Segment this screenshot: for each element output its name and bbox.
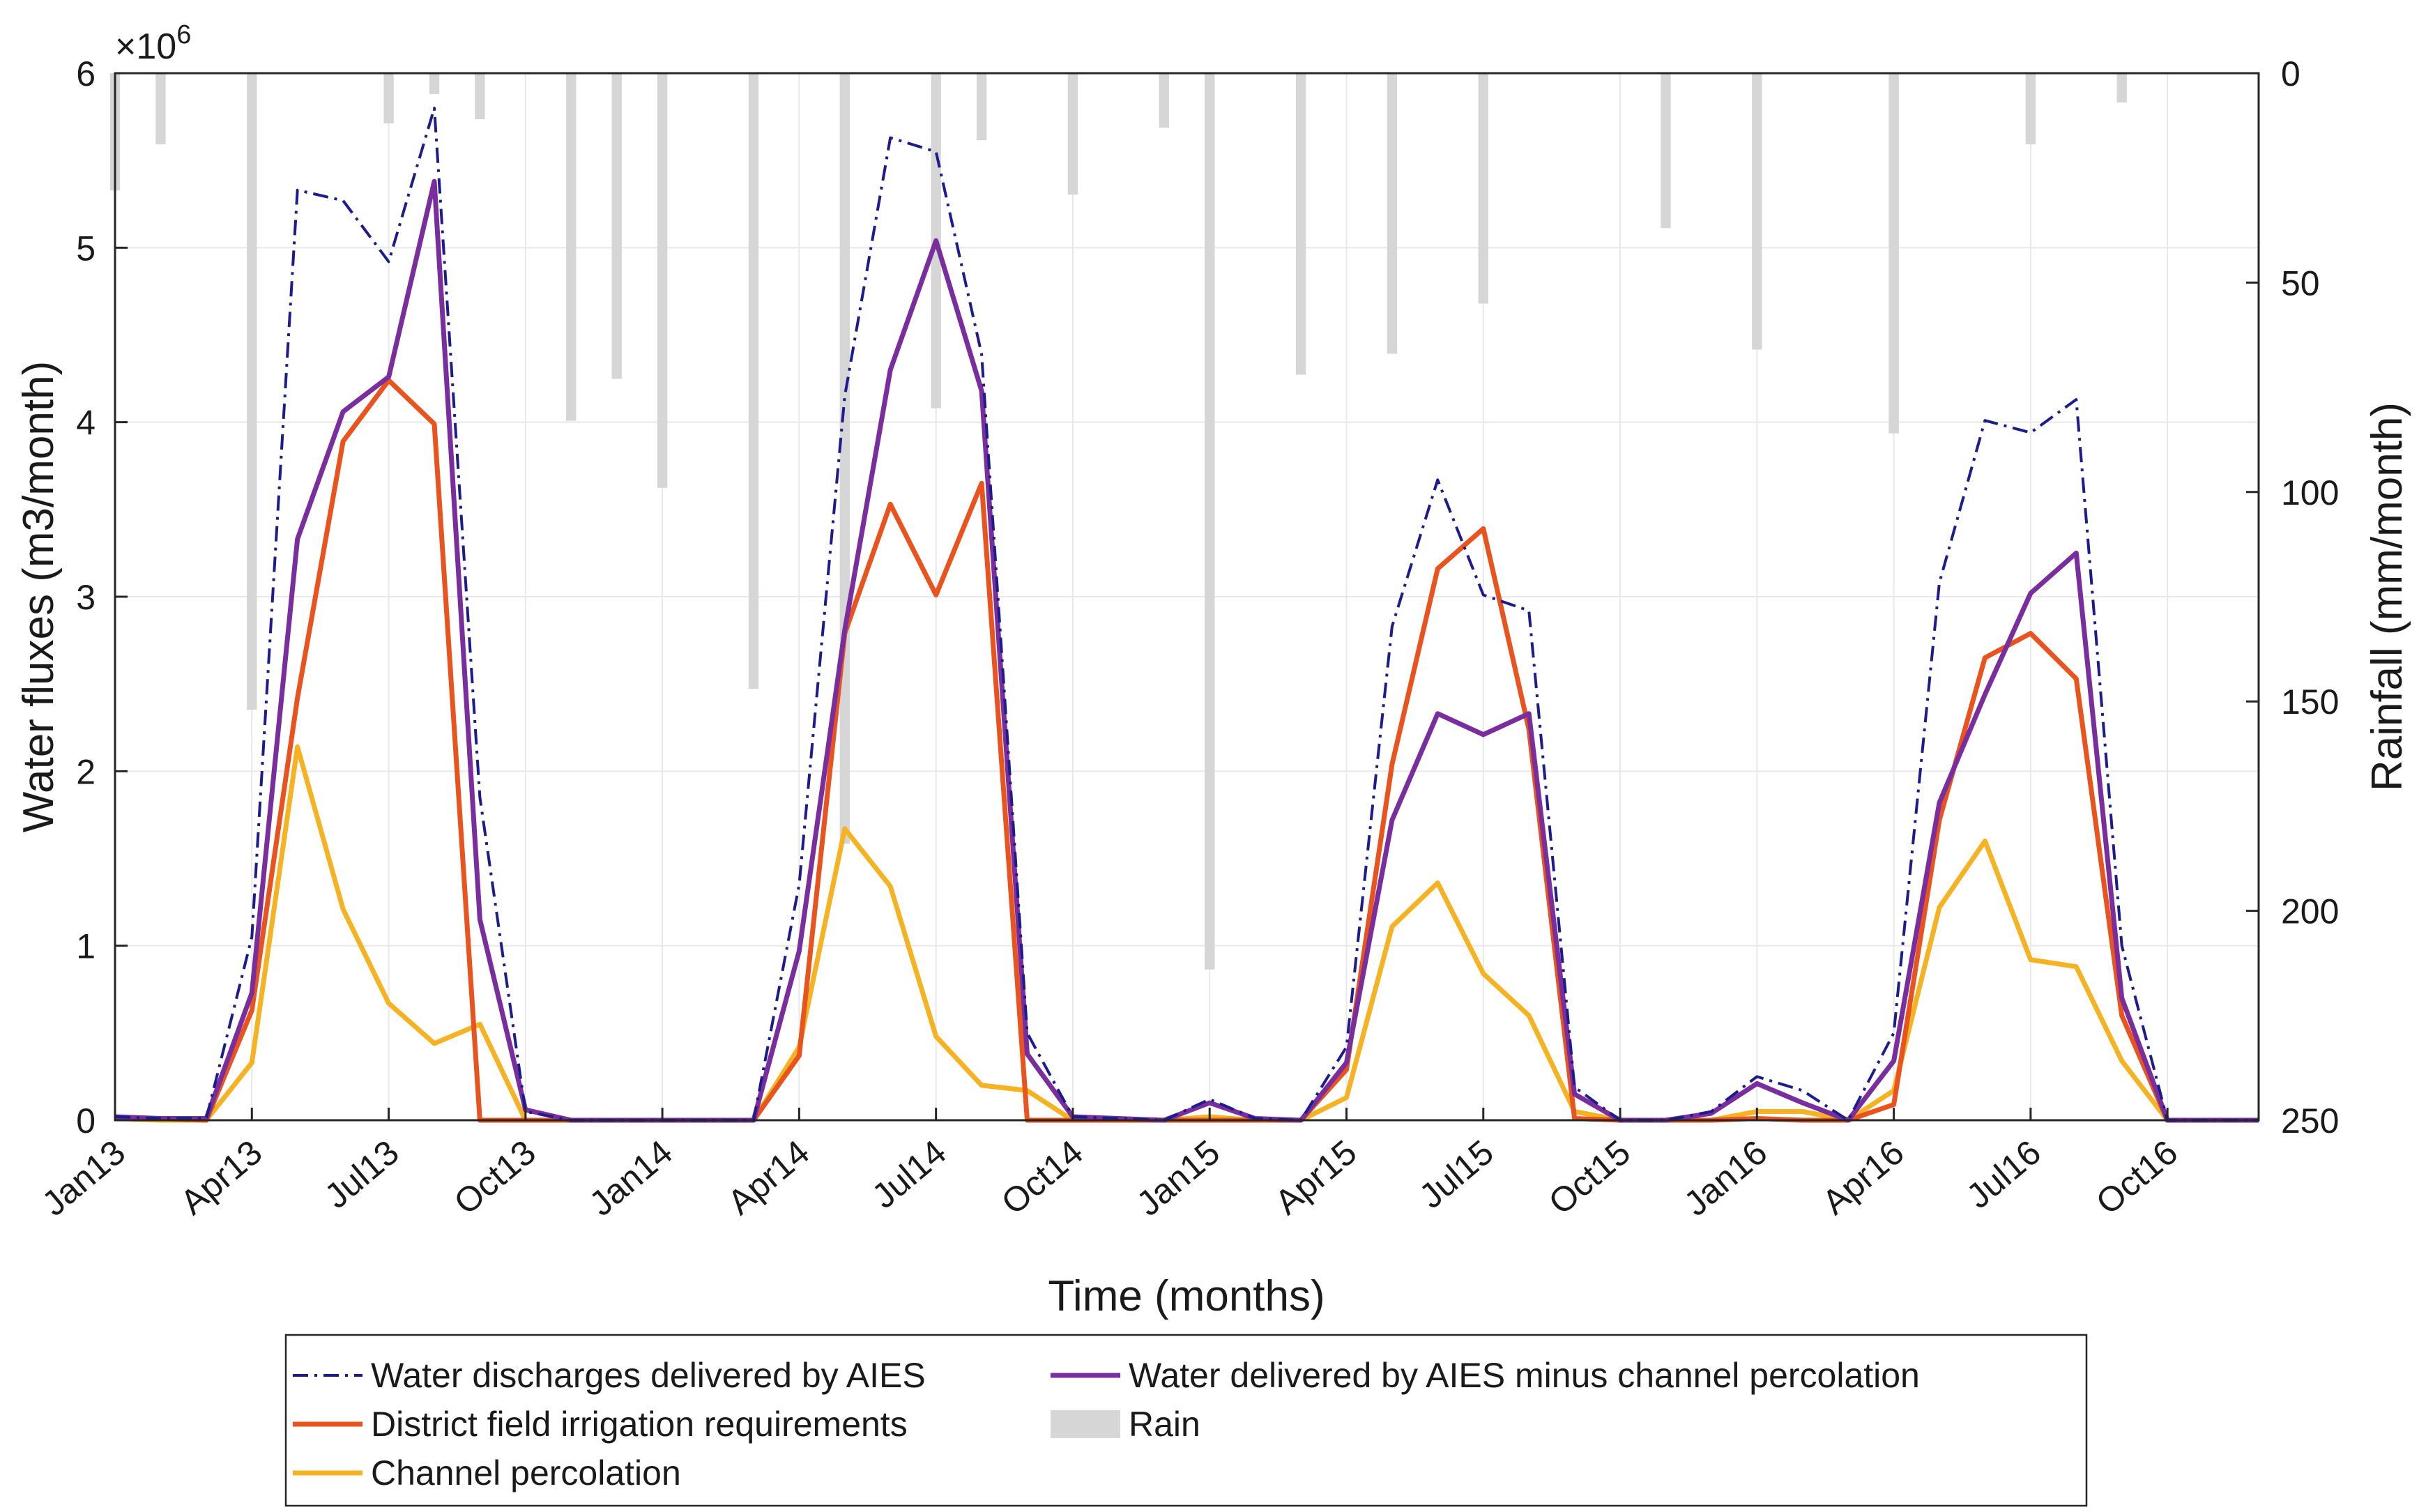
x-tick-label: Jan15 (1129, 1133, 1227, 1223)
x-axis-title: Time (months) (1048, 1272, 1325, 1320)
y-tick-label: 3 (76, 578, 96, 617)
x-tick-label: Apr16 (1815, 1133, 1911, 1223)
y2-tick-label: 50 (2281, 264, 2320, 303)
x-axis-ticks: Jan13 Apr13 Jul13 Oct13 Jan14 Apr14 Jul14 Oct14… (35, 1108, 2185, 1223)
x-tick-label: Jan16 (1677, 1133, 1774, 1223)
rain-bar (611, 73, 622, 379)
x-tick-label: Apr13 (173, 1133, 269, 1223)
y-axis-title: Water fluxes (m3/month) (15, 361, 63, 832)
y-tick-label: 1 (76, 927, 96, 966)
rain-bar (1159, 73, 1169, 128)
x-tick-label: Apr15 (1267, 1133, 1364, 1223)
legend-box (284, 1334, 2088, 1507)
legend-label-irrigation: District field irrigation requirements (371, 1405, 908, 1444)
x-tick-label: Jan13 (35, 1133, 132, 1223)
rain-bar (1478, 73, 1488, 304)
legend-label-rain: Rain (1129, 1405, 1200, 1444)
rain-bar (1295, 73, 1306, 375)
y2-tick-label: 150 (2281, 682, 2339, 721)
x-tick-label: Jul14 (864, 1133, 954, 1216)
y2-axis-title: Rainfall (mm/month) (2363, 402, 2411, 791)
series-line-0 (114, 107, 2259, 1122)
y2-tick-label: 100 (2281, 473, 2339, 512)
y-tick-label: 0 (76, 1101, 96, 1140)
series-line-1 (114, 178, 2259, 1123)
x-tick-label: Jan14 (582, 1133, 680, 1223)
rain-bar (657, 73, 668, 488)
x-tick-label: Oct13 (447, 1133, 543, 1223)
right-axis-ticks: 0 50 100 150 200 250 (2246, 54, 2339, 1140)
x-tick-label: Jul13 (317, 1133, 406, 1216)
y2-tick-label: 200 (2281, 892, 2339, 931)
rain-bar (475, 73, 485, 120)
rain-bar (1888, 73, 1899, 434)
rain-bar (748, 73, 759, 689)
x-tick-label: Oct14 (994, 1133, 1090, 1223)
rain-bar (1205, 73, 1215, 970)
x-tick-label: Oct16 (2089, 1133, 2185, 1223)
y-tick-label: 5 (76, 229, 96, 268)
y-tick-label: 6 (76, 54, 96, 93)
legend-label-discharges: Water discharges delivered by AIES (371, 1356, 926, 1395)
x-tick-label: Jul15 (1412, 1133, 1501, 1216)
rain-bar (2116, 73, 2127, 103)
rain-bar (247, 73, 257, 710)
rain-bar (2025, 73, 2036, 145)
rain-bar (1387, 73, 1398, 354)
legend-label-delivered: Water delivered by AIES minus channel pe… (1129, 1356, 1920, 1395)
rain-bar (429, 73, 440, 95)
rain-bar (155, 73, 166, 145)
legend-swatch-rain (1051, 1410, 1120, 1438)
left-axis-ticks: 0 1 2 3 4 5 6 (76, 54, 128, 1140)
rain-bar (1661, 73, 1671, 229)
rain-bar (383, 73, 394, 124)
y-multiplier-exponent: 6 (176, 20, 191, 49)
rain-bar (1067, 73, 1078, 195)
x-tick-label: Apr14 (720, 1133, 816, 1223)
y-multiplier-base: ×10 (115, 26, 176, 67)
series-lines (114, 107, 2259, 1123)
legend: Water discharges delivered by AIES Water… (284, 1334, 2088, 1507)
rain-bar (839, 73, 850, 844)
y2-tick-label: 250 (2281, 1101, 2339, 1140)
y-tick-label: 4 (76, 404, 96, 443)
legend-label-percolation: Channel percolation (371, 1453, 681, 1492)
rain-bar (566, 73, 577, 421)
y-axis-multiplier: ×106 (115, 20, 191, 67)
y2-tick-label: 0 (2281, 54, 2300, 93)
y-tick-label: 2 (76, 752, 96, 791)
rain-bars (109, 73, 2127, 970)
rain-bar (976, 73, 987, 141)
rain-bar (1752, 73, 1762, 350)
x-tick-label: Oct15 (1541, 1133, 1638, 1223)
x-tick-label: Jul16 (1959, 1133, 2048, 1216)
